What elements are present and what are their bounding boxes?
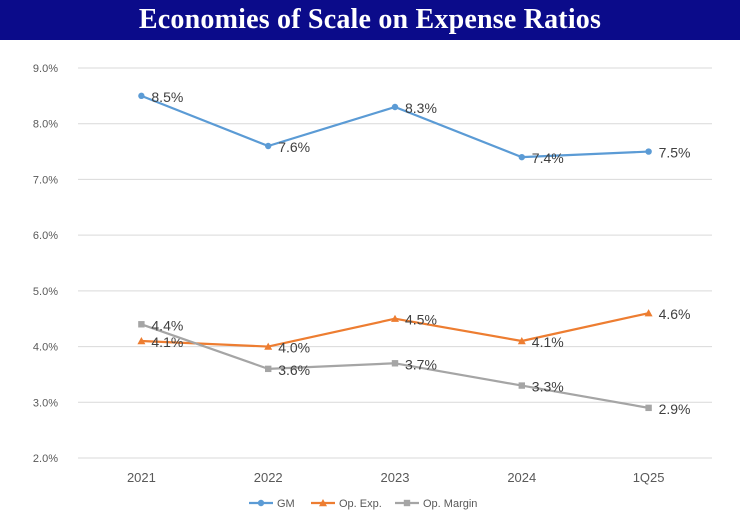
series-gm: 8.5% 7.6% 8.3% 7.4% 7.5% [138, 89, 690, 166]
data-label-op-exp: 4.1% [532, 334, 564, 350]
x-tick-label: 2024 [507, 470, 536, 485]
data-label-gm: 7.4% [532, 150, 564, 166]
data-point-op-margin [392, 360, 398, 366]
data-point-gm [265, 143, 271, 149]
grid-lines [78, 68, 712, 458]
legend-marker-op-margin [404, 500, 410, 506]
y-tick-label: 8.0% [33, 119, 58, 131]
legend-item-op-margin[interactable]: Op. Margin [395, 498, 477, 510]
data-label-gm: 7.6% [278, 139, 310, 155]
y-tick-label: 6.0% [33, 230, 58, 242]
series-group: 8.5%7.6%8.3%7.4% 7.5%4.1% 4.0%4.5%4.1%4.6%… [137, 89, 690, 417]
data-point-gm [645, 148, 651, 154]
x-axis: 2021 2022 2023 2024 1Q25 [127, 470, 665, 485]
chart-area: 2.0% 3.0% 4.0% 5.0% 6.0% 7.0% 8.0% 9.0% 2021 202… [0, 40, 740, 527]
y-tick-label: 4.0% [33, 342, 58, 354]
data-label-op-exp: 4.5% [405, 312, 437, 328]
y-axis: 2.0% 3.0% 4.0% 5.0% 6.0% 7.0% 8.0% 9.0% [33, 63, 58, 465]
legend-item-op-exp[interactable]: Op. Exp. [311, 498, 382, 510]
data-point-op-margin [265, 366, 271, 372]
data-label-op-margin: 3.7% [405, 356, 437, 372]
data-point-gm [138, 93, 144, 99]
y-tick-label: 5.0% [33, 286, 58, 298]
data-point-op-margin [519, 382, 525, 388]
data-point-op-margin [138, 321, 144, 327]
data-label-op-exp: 4.6% [659, 306, 691, 322]
legend-label-gm: GM [277, 498, 295, 510]
data-point-op-margin [645, 405, 651, 411]
legend-item-gm[interactable]: GM [249, 498, 295, 510]
x-tick-label: 2021 [127, 470, 156, 485]
data-label-gm: 7.5% [659, 145, 691, 161]
x-tick-label: 2023 [381, 470, 410, 485]
data-point-gm [519, 154, 525, 160]
page-title: Economies of Scale on Expense Ratios [139, 4, 601, 36]
x-tick-label: 2022 [254, 470, 283, 485]
data-label-op-margin: 4.4% [151, 317, 183, 333]
data-label-op-margin: 3.6% [278, 362, 310, 378]
line-chart: 2.0%3.0%4.0%5.0%6.0%7.0%8.0%9.0% 2021 202… [0, 40, 740, 527]
y-tick-label: 7.0% [33, 174, 58, 186]
legend-label-op-exp: Op. Exp. [339, 498, 382, 510]
legend-marker-gm [258, 500, 264, 506]
y-tick-label: 9.0% [33, 63, 58, 75]
x-tick-label: 1Q25 [633, 470, 665, 485]
legend[interactable]: GM Op. Exp. Op. Margin [249, 498, 477, 510]
y-tick-label: 3.0% [33, 397, 58, 409]
data-label-gm: 8.5% [151, 89, 183, 105]
data-label-gm: 8.3% [405, 100, 437, 116]
title-bar: Economies of Scale on Expense Ratios [0, 0, 740, 40]
data-label-op-margin: 2.9% [659, 401, 691, 417]
y-tick-label: 2.0% [33, 453, 58, 465]
data-label-op-exp: 4.0% [278, 340, 310, 356]
data-point-gm [392, 104, 398, 110]
data-label-op-margin: 3.3% [532, 379, 564, 395]
series-op-exp: 4.1% 4.0%4.5%4.1%4.6% [137, 306, 690, 355]
legend-label-op-margin: Op. Margin [423, 498, 477, 510]
